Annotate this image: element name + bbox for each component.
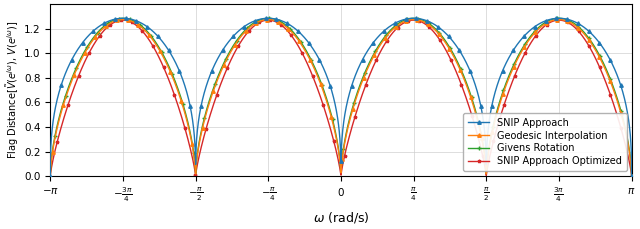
SNIP Approach [147,28,155,31]
Y-axis label: Flag Distance[$\tilde{V}(e^{j\omega})$, $V(e^{j\omega})$]: Flag Distance[$\tilde{V}(e^{j\omega})$, … [4,21,21,159]
Geodesic Interpolation [628,175,636,177]
SNIP Approach Optimized [147,42,155,45]
Geodesic Interpolation [119,18,127,21]
Givens Rotation [269,17,277,20]
Givens Rotation [113,18,120,21]
SNIP Approach [554,17,562,20]
Line: Givens Rotation: Givens Rotation [48,16,634,178]
Line: Geodesic Interpolation: Geodesic Interpolation [49,18,634,178]
SNIP Approach Optimized [554,19,562,22]
Geodesic Interpolation [147,36,155,39]
Legend: SNIP Approach, Geodesic Interpolation, Givens Rotation, SNIP Approach Optimized: SNIP Approach, Geodesic Interpolation, G… [463,113,627,171]
SNIP Approach [628,174,636,177]
SNIP Approach [113,17,120,20]
Geodesic Interpolation [616,110,624,113]
SNIP Approach [269,17,277,20]
X-axis label: $\omega$ (rad/s): $\omega$ (rad/s) [313,210,369,225]
SNIP Approach Optimized [119,19,127,22]
Givens Rotation [119,17,127,20]
Geodesic Interpolation [269,19,277,22]
Givens Rotation [147,35,155,38]
Geodesic Interpolation [113,19,120,22]
SNIP Approach Optimized [269,19,277,22]
Givens Rotation [628,175,636,177]
Geodesic Interpolation [295,39,303,42]
SNIP Approach Optimized [113,20,120,23]
Geodesic Interpolation [47,175,54,177]
Line: SNIP Approach Optimized: SNIP Approach Optimized [49,18,634,178]
SNIP Approach [616,83,624,86]
SNIP Approach Optimized [616,125,624,128]
Line: SNIP Approach: SNIP Approach [49,16,634,178]
Givens Rotation [554,17,562,20]
SNIP Approach Optimized [47,175,54,177]
Givens Rotation [295,37,303,40]
SNIP Approach Optimized [295,45,303,48]
SNIP Approach [119,17,127,20]
SNIP Approach [47,174,54,177]
Geodesic Interpolation [554,18,562,21]
SNIP Approach Optimized [628,175,636,177]
Givens Rotation [47,175,54,177]
SNIP Approach [295,30,303,33]
Givens Rotation [616,108,624,110]
